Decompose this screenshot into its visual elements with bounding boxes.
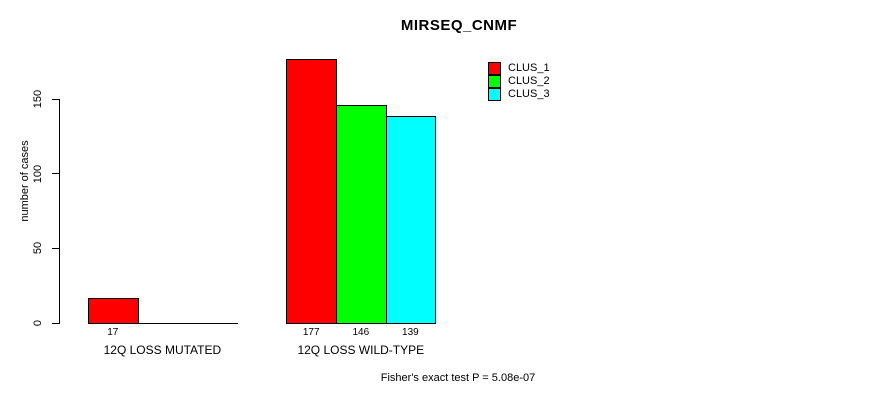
y-axis-tick-label: 50 [32, 242, 44, 255]
annotation-text: Fisher's exact test P = 5.08e-07 [380, 372, 536, 384]
legend-item: CLUS_2 [488, 75, 550, 88]
legend-item: CLUS_1 [488, 62, 550, 75]
legend-label: CLUS_2 [508, 75, 550, 87]
y-axis-label: number of cases [19, 140, 31, 222]
y-axis-tick [52, 98, 59, 100]
y-axis-tick [52, 173, 59, 175]
legend-label: CLUS_1 [508, 62, 550, 74]
y-axis-tick [52, 322, 59, 324]
legend-swatch-icon [488, 62, 501, 75]
bar-value-label: 146 [352, 327, 370, 338]
y-axis-tick-label: 0 [32, 319, 44, 327]
bar-value-label: 139 [402, 327, 419, 338]
chart-title: MIRSEQ_CNMF [400, 17, 518, 34]
bar-clus_1 [88, 297, 139, 324]
legend: CLUS_1 CLUS_2 CLUS_3 [488, 62, 550, 101]
bar-value-label: 177 [302, 327, 320, 338]
bar-clus_3 [385, 115, 437, 324]
legend-swatch-icon [488, 75, 501, 88]
y-axis-line [59, 99, 60, 324]
legend-label: CLUS_3 [508, 88, 550, 100]
category-label: 12Q LOSS WILD-TYPE [297, 343, 425, 357]
y-axis-tick-label: 150 [32, 90, 44, 109]
category-label: 12Q LOSS MUTATED [103, 343, 222, 357]
bar-clus_1 [286, 59, 337, 324]
legend-item: CLUS_3 [488, 88, 550, 101]
y-axis-tick [52, 247, 59, 249]
legend-swatch-icon [488, 88, 501, 101]
bar-value-label: 17 [107, 327, 119, 338]
bar-clus_2 [336, 105, 387, 324]
y-axis-tick-label: 100 [32, 164, 44, 184]
group-baseline [88, 323, 238, 324]
